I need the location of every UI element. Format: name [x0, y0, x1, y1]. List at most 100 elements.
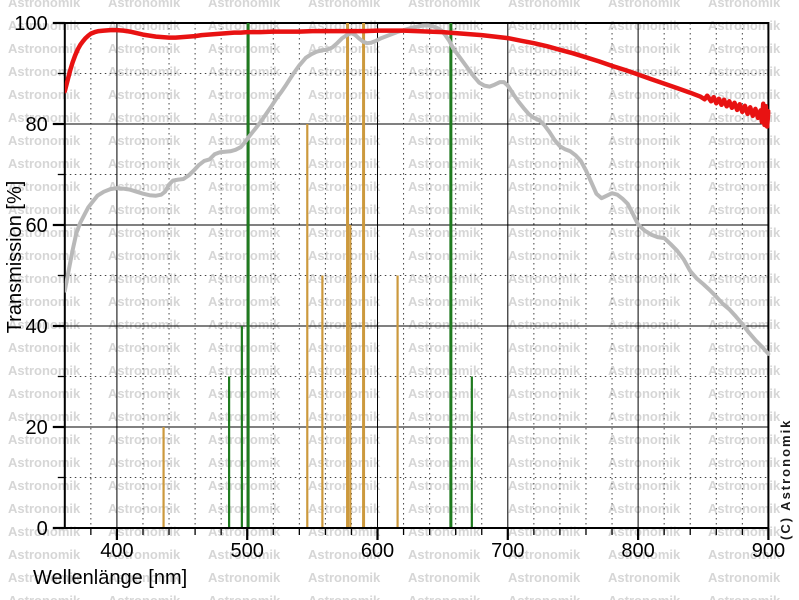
watermark-text: Astronomik: [508, 133, 581, 148]
watermark-text: Astronomik: [608, 0, 681, 10]
watermark-text: Astronomik: [108, 133, 181, 148]
watermark-text: Astronomik: [708, 179, 781, 194]
watermark-text: Astronomik: [508, 156, 581, 171]
watermark-text: Astronomik: [308, 547, 381, 562]
watermark-text: Astronomik: [8, 386, 81, 401]
watermark-text: Astronomik: [708, 432, 781, 447]
watermark-text: Astronomik: [708, 156, 781, 171]
y-tick-label: 80: [26, 114, 48, 136]
watermark-text: Astronomik: [108, 455, 181, 470]
watermark-text: Astronomik: [108, 409, 181, 424]
watermark-text: Astronomik: [108, 87, 181, 102]
watermark-text: Astronomik: [708, 225, 781, 240]
y-tick-label: 100: [14, 13, 47, 35]
watermark-text: Astronomik: [508, 294, 581, 309]
watermark-text: Astronomik: [208, 594, 280, 600]
watermark-text: Astronomik: [208, 225, 281, 240]
watermark-text: Astronomik: [208, 570, 281, 585]
watermark-text: Astronomik: [508, 202, 581, 217]
watermark-text: Astronomik: [408, 386, 481, 401]
watermark-text: Astronomik: [408, 87, 481, 102]
watermark-text: Astronomik: [108, 386, 181, 401]
watermark-text: Astronomik: [608, 133, 681, 148]
watermark-text: Astronomik: [108, 478, 181, 493]
copyright-text: (C) Astronomik: [778, 419, 793, 540]
watermark-text: Astronomik: [208, 156, 281, 171]
watermark-text: Astronomik: [508, 225, 581, 240]
watermark-text: Astronomik: [208, 317, 281, 332]
watermark-text: Astronomik: [708, 386, 781, 401]
watermark-text: Astronomik: [608, 87, 681, 102]
curves: [64, 23, 771, 356]
watermark-text: Astronomik: [408, 248, 481, 263]
y-tick-label: 60: [26, 215, 48, 237]
watermark-text: Astronomik: [108, 340, 181, 355]
watermark-text: Astronomik: [408, 0, 481, 10]
watermark-text: Astronomik: [508, 317, 581, 332]
y-tick-label: 40: [26, 316, 48, 338]
watermark-text: Astronomik: [208, 64, 281, 79]
watermark-text: Astronomik: [708, 64, 781, 79]
watermark-text: Astronomik: [208, 248, 281, 263]
watermark-text: Astronomik: [508, 64, 581, 79]
watermark-text: Astronomik: [408, 64, 481, 79]
x-tick-label: 600: [361, 540, 394, 562]
watermark-text: Astronomik: [208, 409, 281, 424]
watermark-text: Astronomik: [208, 363, 281, 378]
watermark-text: Astronomik: [508, 179, 581, 194]
watermark-text: Astronomik: [608, 179, 681, 194]
watermark-text: Astronomik: [8, 547, 81, 562]
watermark-text: Astronomik: [708, 594, 780, 600]
watermark-text: Astronomik: [608, 294, 681, 309]
watermark-text: Astronomik: [608, 570, 681, 585]
watermark-text: Astronomik: [508, 547, 581, 562]
watermark-text: Astronomik: [108, 225, 181, 240]
y-tick-label: 20: [26, 417, 48, 439]
watermark-text: Astronomik: [8, 248, 81, 263]
watermark-text: Astronomik: [108, 202, 181, 217]
watermark-text: Astronomik: [108, 501, 181, 516]
watermark-text: Astronomik: [308, 570, 381, 585]
watermark-text: Astronomik: [108, 547, 181, 562]
watermark-text: Astronomik: [608, 547, 681, 562]
watermark-text: Astronomik: [608, 501, 681, 516]
gray-curve-reference-sensitivity: [64, 23, 771, 356]
watermark-text: Astronomik: [208, 478, 281, 493]
x-axis-label: Wellenlänge [nm]: [33, 567, 187, 589]
watermark-text: Astronomik: [708, 87, 781, 102]
watermark-text: Astronomik: [508, 432, 581, 447]
watermark-text: Astronomik: [108, 64, 181, 79]
watermark-text: Astronomik: [508, 501, 581, 516]
watermark-text: Astronomik: [108, 570, 181, 585]
watermark-text: Astronomik: [108, 317, 181, 332]
watermark-text: Astronomik: [408, 432, 481, 447]
watermark-text: Astronomik: [8, 317, 81, 332]
watermark-text: Astronomik: [408, 317, 481, 332]
watermark-text: Astronomik: [608, 248, 681, 263]
watermark-text: Astronomik: [108, 0, 181, 10]
watermark-text: Astronomik: [708, 0, 781, 10]
watermark-text: Astronomik: [708, 409, 781, 424]
watermark-text: Astronomik: [208, 501, 281, 516]
watermark-text: Astronomik: [508, 87, 581, 102]
watermark-text: Astronomik: [208, 547, 281, 562]
watermark-text: Astronomik: [608, 202, 681, 217]
watermark-text: Astronomik: [8, 156, 81, 171]
watermark-text: Astronomik: [508, 455, 581, 470]
watermark-text: Astronomik: [708, 248, 781, 263]
plot-frame: [63, 22, 770, 529]
watermark-text: Astronomik: [408, 547, 481, 562]
watermark-text: Astronomik: [8, 594, 80, 600]
watermark-text: Astronomik: [8, 225, 81, 240]
watermark-text: Astronomik: [208, 0, 281, 10]
watermark-text: Astronomik: [8, 294, 81, 309]
watermark-text: Astronomik: [308, 594, 380, 600]
watermark-text: Astronomik: [508, 386, 581, 401]
watermark-text: Astronomik: [608, 41, 681, 56]
plot-frame-rect: [63, 22, 770, 529]
axis-ticks: [52, 21, 770, 540]
watermark-text: Astronomik: [708, 133, 781, 148]
